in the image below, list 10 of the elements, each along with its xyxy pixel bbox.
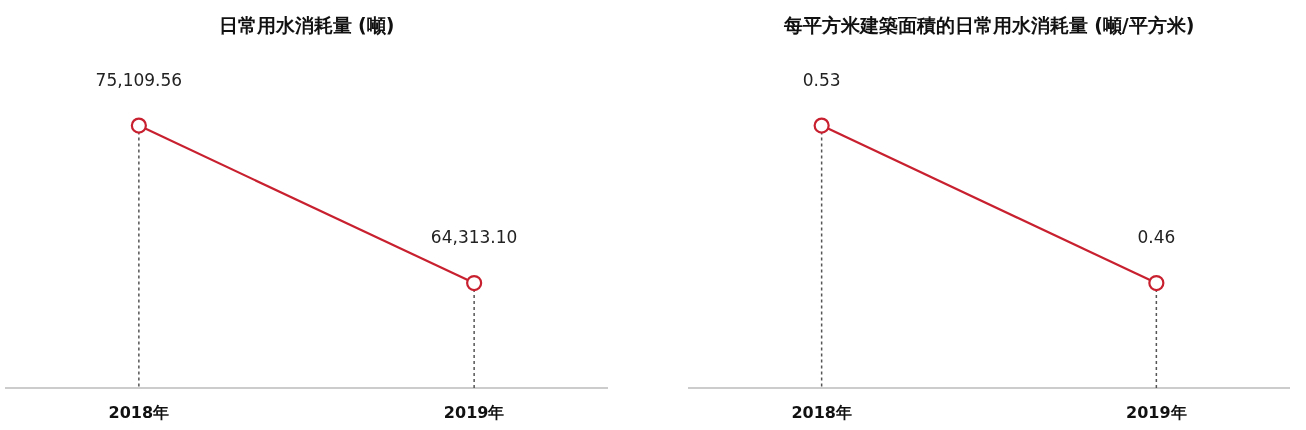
chart-title: 日常用水消耗量 (噸) — [218, 14, 395, 36]
x-tick-label: 2018年 — [108, 403, 170, 422]
data-label: 0.46 — [1137, 227, 1176, 248]
data-label: 0.53 — [802, 69, 841, 90]
data-label: 75,109.56 — [95, 69, 183, 90]
x-tick-label: 2019年 — [1126, 403, 1187, 422]
x-tick-label: 2018年 — [791, 403, 852, 422]
chart-title: 每平方米建築面積的日常用水消耗量 (噸/平方米) — [782, 14, 1195, 36]
x-tick-label: 2019年 — [443, 403, 505, 422]
data-label: 64,313.10 — [430, 227, 518, 248]
